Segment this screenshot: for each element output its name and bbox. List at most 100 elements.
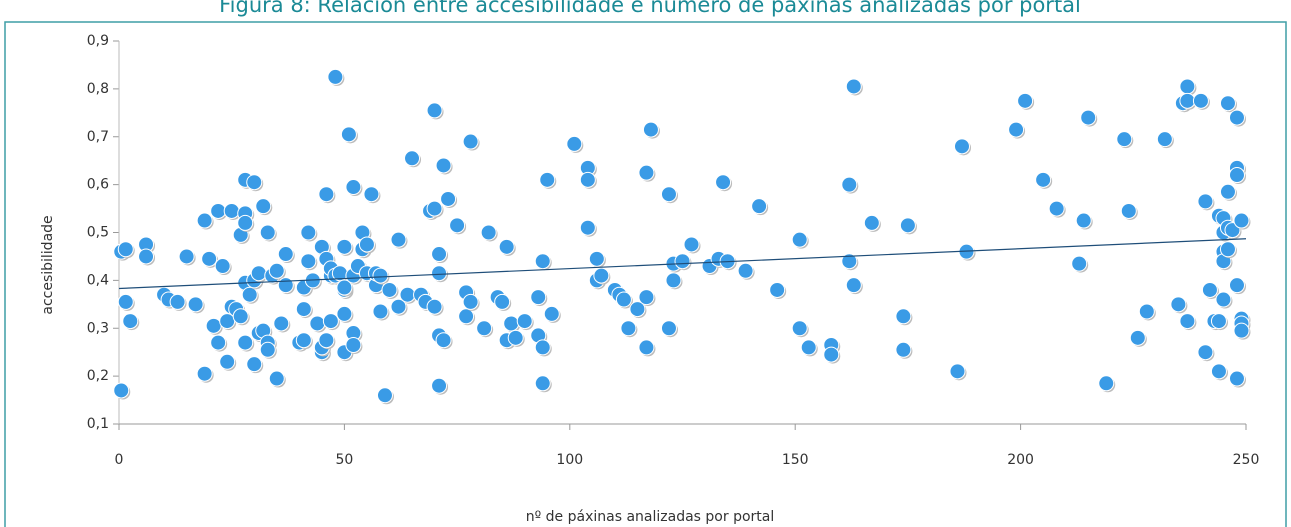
- point: [530, 289, 547, 306]
- point: [327, 68, 344, 85]
- point: [1138, 303, 1155, 320]
- y-tick-label: 0,9: [87, 33, 109, 49]
- point: [277, 246, 294, 263]
- point: [300, 253, 317, 270]
- point: [1215, 291, 1232, 308]
- point: [237, 334, 254, 351]
- x-tick-label: 0: [115, 452, 124, 468]
- point: [345, 179, 362, 196]
- y-tick-label: 0,7: [87, 129, 109, 145]
- point: [1228, 167, 1245, 184]
- point: [210, 334, 227, 351]
- point: [1233, 322, 1250, 339]
- y-tick-label: 0,5: [87, 225, 109, 241]
- point: [138, 248, 155, 265]
- x-axis-label: nº de páxinas analizadas por portal: [526, 509, 774, 525]
- point: [117, 241, 134, 258]
- point: [841, 253, 858, 270]
- point: [426, 200, 443, 217]
- point: [1228, 370, 1245, 387]
- point: [219, 353, 236, 370]
- point: [117, 293, 134, 310]
- point: [1228, 109, 1245, 126]
- point: [1048, 200, 1065, 217]
- point: [381, 281, 398, 298]
- point: [895, 341, 912, 358]
- point: [1080, 109, 1097, 126]
- point: [1179, 78, 1196, 95]
- trendline: [118, 238, 1247, 290]
- point: [1098, 375, 1115, 392]
- point: [178, 248, 195, 265]
- point: [241, 286, 258, 303]
- point: [426, 102, 443, 119]
- point: [431, 265, 448, 282]
- point: [210, 202, 227, 219]
- point: [1120, 202, 1137, 219]
- point: [476, 320, 493, 337]
- point: [431, 377, 448, 394]
- point: [845, 78, 862, 95]
- point: [845, 277, 862, 294]
- point: [122, 313, 139, 330]
- point: [462, 133, 479, 150]
- x-tick-label: 100: [556, 452, 583, 468]
- point: [223, 202, 240, 219]
- point: [390, 231, 407, 248]
- point: [503, 315, 520, 332]
- point: [458, 308, 475, 325]
- point: [1219, 95, 1236, 112]
- point: [516, 313, 533, 330]
- point: [336, 305, 353, 322]
- y-axis-label: accesibilidade: [40, 215, 56, 314]
- point: [769, 281, 786, 298]
- point: [340, 126, 357, 143]
- point: [863, 214, 880, 231]
- point: [1017, 92, 1034, 109]
- point: [318, 332, 335, 349]
- point: [404, 150, 421, 167]
- point: [737, 262, 754, 279]
- point: [620, 320, 637, 337]
- point: [259, 224, 276, 241]
- point: [295, 301, 312, 318]
- point: [1129, 329, 1146, 346]
- point: [237, 214, 254, 231]
- chart-title: Figura 8: Relación entre accesibilidade …: [219, 0, 1081, 17]
- point: [214, 258, 231, 275]
- point: [642, 121, 659, 138]
- point: [1156, 131, 1173, 148]
- point: [480, 224, 497, 241]
- x-tick-label: 200: [1007, 452, 1034, 468]
- point: [187, 296, 204, 313]
- point: [1071, 255, 1088, 272]
- point: [665, 272, 682, 289]
- point: [539, 171, 556, 188]
- point: [1116, 131, 1133, 148]
- point: [593, 267, 610, 284]
- point: [949, 363, 966, 380]
- point: [201, 250, 218, 267]
- point: [196, 365, 213, 382]
- point: [534, 339, 551, 356]
- y-tick-label: 0,1: [87, 416, 109, 432]
- point: [255, 198, 272, 215]
- point: [1210, 313, 1227, 330]
- point: [322, 313, 339, 330]
- point: [791, 320, 808, 337]
- y-tick-label: 0,3: [87, 320, 109, 336]
- point: [246, 174, 263, 191]
- point: [1228, 277, 1245, 294]
- point: [431, 246, 448, 263]
- point: [899, 217, 916, 234]
- point: [113, 382, 130, 399]
- point: [268, 262, 285, 279]
- point: [462, 293, 479, 310]
- point: [800, 339, 817, 356]
- x-tick-label: 150: [782, 452, 809, 468]
- point: [638, 164, 655, 181]
- point: [1219, 241, 1236, 258]
- point: [1233, 212, 1250, 229]
- point: [196, 212, 213, 229]
- point: [1008, 121, 1025, 138]
